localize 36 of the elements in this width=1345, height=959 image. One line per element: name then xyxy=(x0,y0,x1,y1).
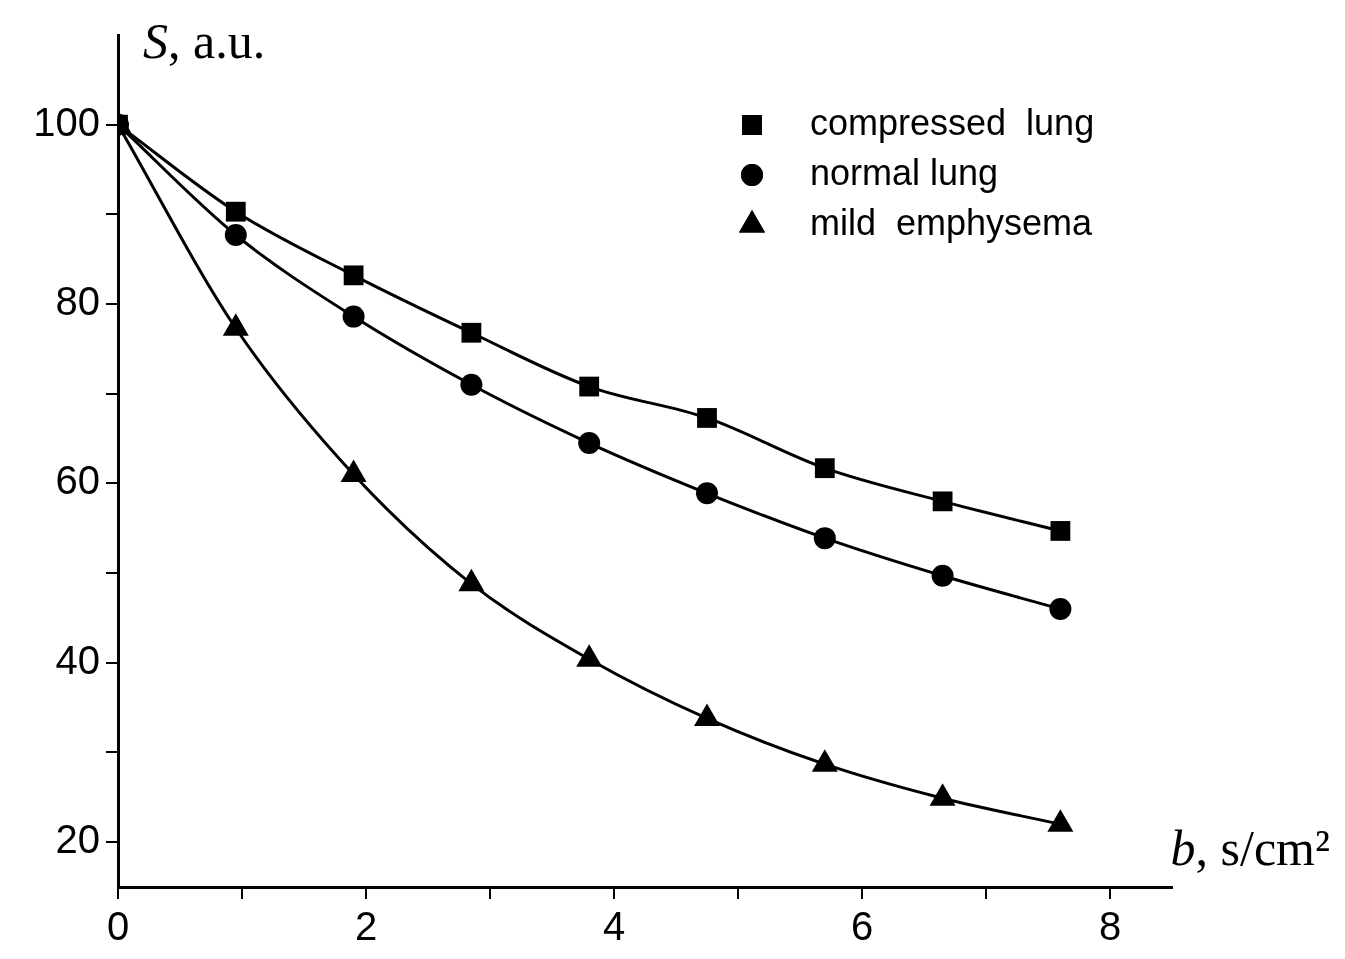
point xyxy=(1050,521,1071,541)
point xyxy=(694,703,720,726)
x-tick-label: 8 xyxy=(1098,904,1122,949)
point xyxy=(697,408,717,428)
point xyxy=(813,527,836,550)
point xyxy=(342,305,365,328)
point xyxy=(225,201,246,222)
point xyxy=(929,783,956,806)
point xyxy=(1047,809,1074,832)
x-tick-label: 2 xyxy=(354,904,378,949)
point xyxy=(224,224,247,246)
point xyxy=(579,376,600,397)
point xyxy=(576,644,603,667)
x-tick-label: 6 xyxy=(850,904,874,949)
point xyxy=(811,749,838,772)
legend-label: normal lung xyxy=(810,151,999,193)
x-axis-title: b, s/cm² xyxy=(1170,820,1331,876)
point xyxy=(814,458,835,479)
legend-label: mild emphysema xyxy=(810,201,1094,243)
point xyxy=(343,265,364,286)
y-tick-label: 100 xyxy=(33,99,100,144)
point xyxy=(460,373,483,396)
point xyxy=(696,482,718,505)
x-tick-label: 0 xyxy=(106,904,130,949)
x-tick-label: 4 xyxy=(602,904,626,949)
y-tick-label: 60 xyxy=(55,458,100,503)
legend-label: compressed lung xyxy=(810,101,1095,143)
point xyxy=(931,564,954,587)
y-tick-label: 20 xyxy=(55,817,100,862)
point xyxy=(1049,597,1072,620)
y-tick-label: 80 xyxy=(55,279,100,324)
y-tick-label: 40 xyxy=(55,637,100,682)
y-axis-title: S, a.u. xyxy=(143,13,266,69)
point xyxy=(932,491,953,512)
point xyxy=(578,432,601,455)
point xyxy=(461,322,482,343)
